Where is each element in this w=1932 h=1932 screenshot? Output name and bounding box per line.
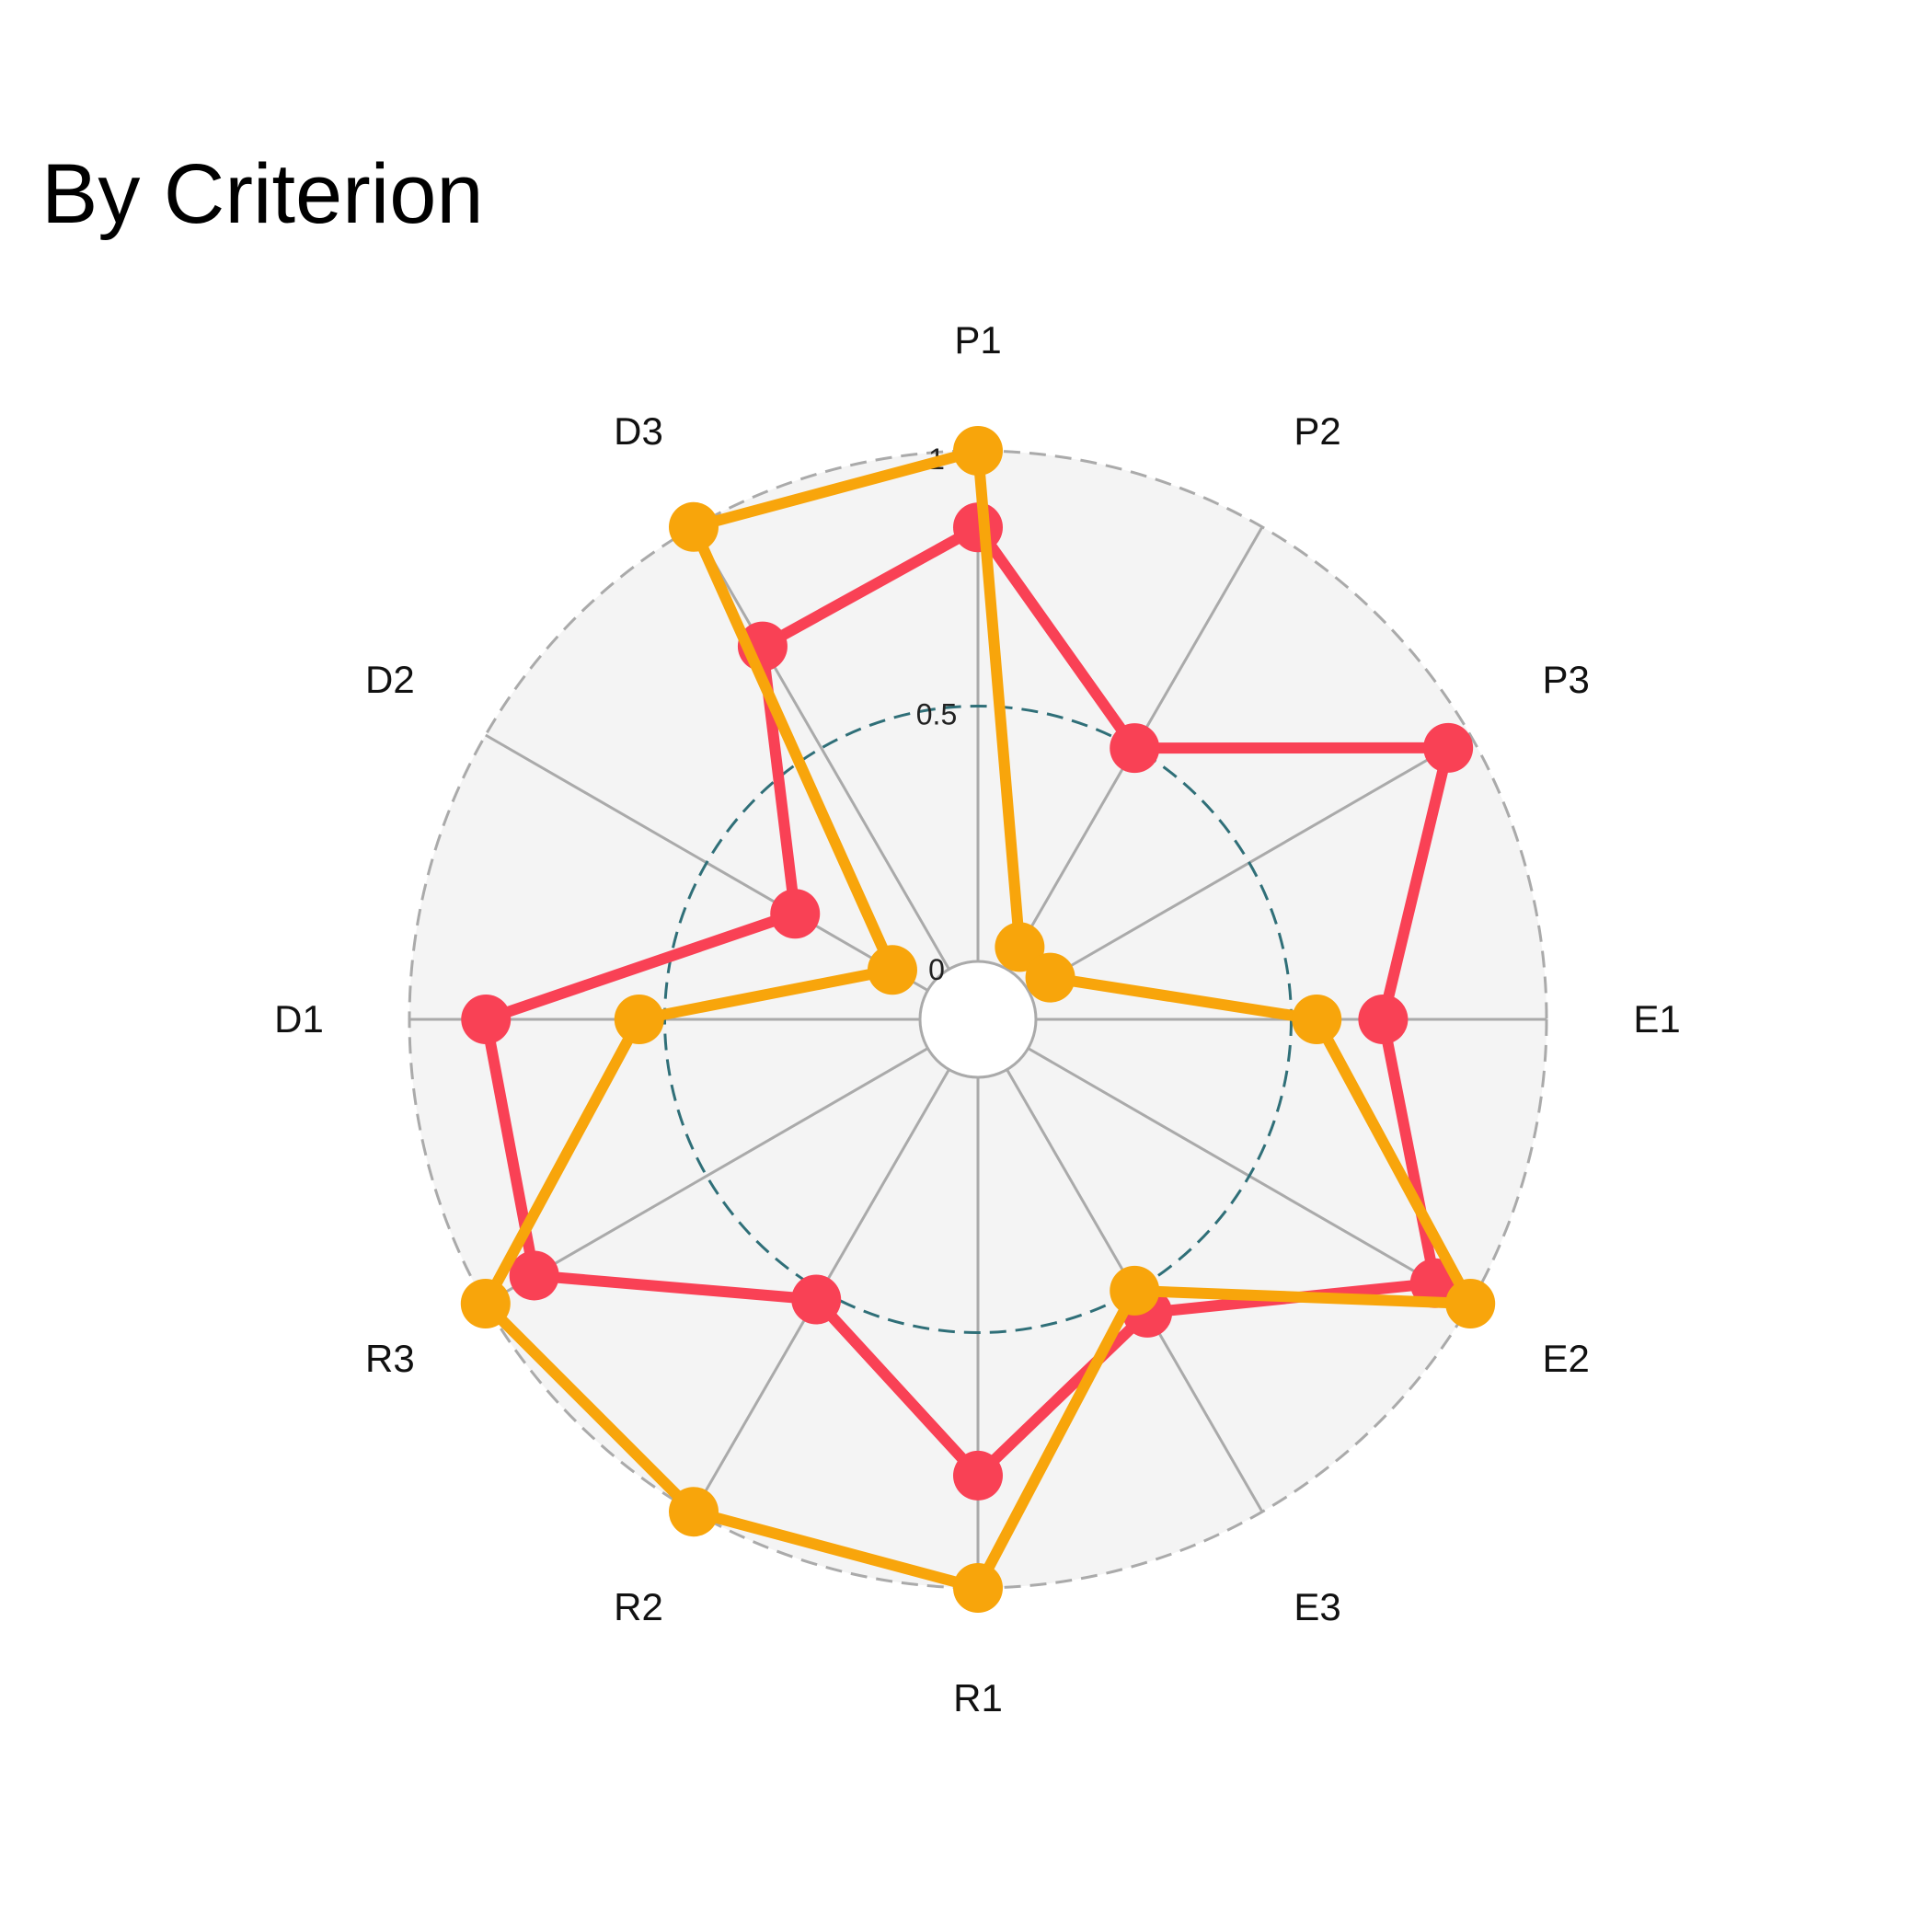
chart-title: By Criterion xyxy=(41,147,484,241)
ring-0 xyxy=(918,960,1038,1079)
point-2-D3 xyxy=(669,501,719,552)
point-1-P3 xyxy=(1423,722,1474,773)
point-2-E1 xyxy=(1292,995,1342,1044)
point-2-D2 xyxy=(867,945,917,995)
category-labels: P1 P2 P3 E1 E2 E3 R1 R2 R3 D1 D2 D3 xyxy=(274,318,1681,1719)
series-layer xyxy=(460,426,1496,1613)
radial-tick-0.5: 0.5 xyxy=(916,698,957,731)
point-1-E1 xyxy=(1358,995,1409,1044)
category-label-D1: D1 xyxy=(274,997,324,1041)
point-2-D1 xyxy=(614,995,664,1044)
point-1-D2 xyxy=(770,889,821,939)
point-2-R3 xyxy=(460,1279,511,1328)
category-label-E2: E2 xyxy=(1542,1337,1589,1380)
point-1-P2 xyxy=(1110,723,1160,774)
category-label-D2: D2 xyxy=(365,658,415,701)
point-2-E2 xyxy=(1445,1279,1496,1328)
point-1-D1 xyxy=(461,995,512,1044)
inner-hole xyxy=(920,961,1036,1077)
category-label-E1: E1 xyxy=(1633,997,1680,1041)
category-label-D3: D3 xyxy=(614,409,663,453)
spoke-D3 xyxy=(692,526,950,971)
point-2-P1 xyxy=(953,426,1003,476)
point-1-R3 xyxy=(509,1250,559,1301)
spoke-R3 xyxy=(485,1047,929,1305)
category-label-R1: R1 xyxy=(953,1676,1003,1719)
point-2-P3 xyxy=(1025,952,1075,1003)
category-label-E3: E3 xyxy=(1294,1585,1340,1628)
point-1-R2 xyxy=(791,1274,842,1325)
ring-1 xyxy=(408,449,1548,1590)
point-1-R1 xyxy=(953,1450,1003,1501)
point-2-P2 xyxy=(995,922,1045,972)
point-2-E3 xyxy=(1110,1265,1160,1316)
point-2-R2 xyxy=(669,1487,719,1537)
category-label-R3: R3 xyxy=(365,1337,415,1380)
radial-grid xyxy=(408,449,1548,1590)
category-label-P2: P2 xyxy=(1294,409,1340,453)
category-label-P1: P1 xyxy=(954,318,1001,362)
category-label-R2: R2 xyxy=(614,1585,663,1628)
point-2-R1 xyxy=(953,1563,1003,1613)
category-label-P3: P3 xyxy=(1542,658,1589,701)
radial-tick-0: 0 xyxy=(928,953,945,986)
series-2 xyxy=(460,426,1496,1613)
